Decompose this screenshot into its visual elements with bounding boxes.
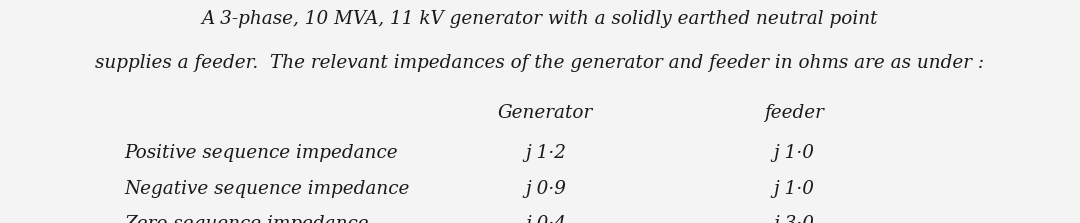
Text: j 3·0: j 3·0 <box>773 215 814 223</box>
Text: Generator: Generator <box>498 104 593 122</box>
Text: Positive sequence impedance: Positive sequence impedance <box>124 144 397 162</box>
Text: j 0·4: j 0·4 <box>525 215 566 223</box>
Text: j 1·2: j 1·2 <box>525 144 566 162</box>
Text: j 1·0: j 1·0 <box>773 180 814 198</box>
Text: feeder: feeder <box>764 104 824 122</box>
Text: Zero sequence impedance: Zero sequence impedance <box>124 215 369 223</box>
Text: Negative sequence impedance: Negative sequence impedance <box>124 180 409 198</box>
Text: j 1·0: j 1·0 <box>773 144 814 162</box>
Text: A 3-phase, 10 MVA, 11 kV generator with a solidly earthed neutral point: A 3-phase, 10 MVA, 11 kV generator with … <box>202 10 878 28</box>
Text: j 0·9: j 0·9 <box>525 180 566 198</box>
Text: supplies a feeder.  The relevant impedances of the generator and feeder in ohms : supplies a feeder. The relevant impedanc… <box>95 54 985 72</box>
